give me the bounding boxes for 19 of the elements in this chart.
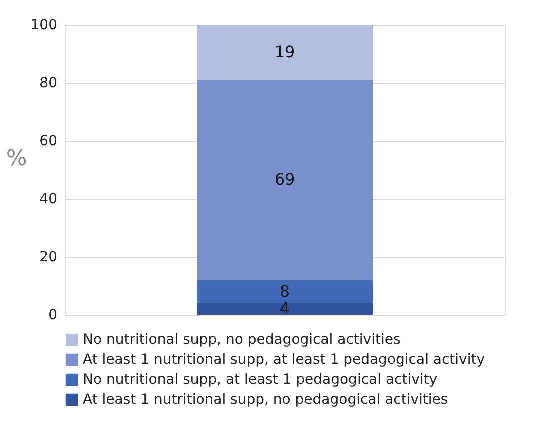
y-tick-label: 100 [30,18,58,34]
y-axis-title: % [6,146,28,172]
bar [197,303,373,315]
data-label: 69 [274,170,296,190]
y-tick-label: 40 [40,192,58,208]
legend-label: No nutritional supp, no pedagogical activities [83,332,401,348]
y-tick-label: 60 [40,134,58,150]
bar [197,280,373,304]
y-tick-label: 80 [40,76,58,92]
bar [197,25,373,80]
y-tick-label: 0 [48,308,58,324]
bar [197,80,373,280]
data-label: 19 [274,42,296,62]
data-label: 4 [280,299,290,318]
legend-label: At least 1 nutritional supp, no pedagogical activities [83,392,448,408]
data-label: 8 [280,282,290,301]
legend-label: At least 1 nutritional supp, at least 1 pedagogical activity [83,352,486,368]
legend-label: No nutritional supp, at least 1 pedagogical activity [83,372,438,388]
y-tick-label: 20 [40,250,58,266]
